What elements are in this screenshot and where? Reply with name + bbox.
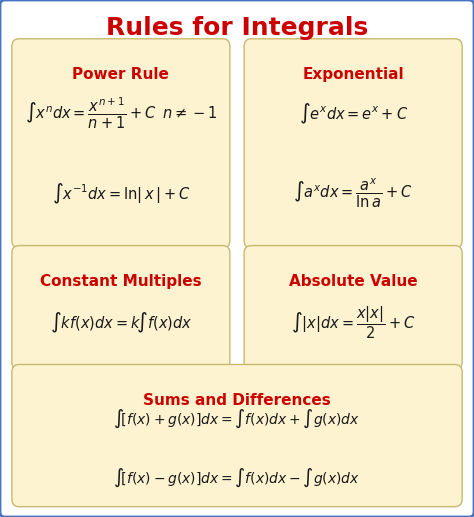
Text: $\int |x|dx = \dfrac{x|x|}{2}+C$: $\int |x|dx = \dfrac{x|x|}{2}+C$ bbox=[291, 305, 415, 341]
FancyBboxPatch shape bbox=[12, 39, 230, 248]
Text: Constant Multiples: Constant Multiples bbox=[40, 274, 201, 290]
FancyBboxPatch shape bbox=[12, 246, 230, 370]
Text: $\int\!\left[f(x)+g(x)\right]dx = \int f(x)dx+\int g(x)dx$: $\int\!\left[f(x)+g(x)\right]dx = \int f… bbox=[113, 407, 361, 430]
Text: Sums and Differences: Sums and Differences bbox=[143, 393, 331, 408]
Text: Rules for Integrals: Rules for Integrals bbox=[106, 17, 368, 40]
FancyBboxPatch shape bbox=[244, 246, 462, 370]
FancyBboxPatch shape bbox=[244, 39, 462, 248]
Text: $\int kf(x)dx = k\!\int f(x)dx$: $\int kf(x)dx = k\!\int f(x)dx$ bbox=[50, 311, 192, 335]
Text: $\int x^{-1}dx = \ln|\,x\,|+C$: $\int x^{-1}dx = \ln|\,x\,|+C$ bbox=[52, 182, 190, 206]
Text: $\int e^{x}dx = e^{x}+C$: $\int e^{x}dx = e^{x}+C$ bbox=[299, 102, 408, 126]
Text: Absolute Value: Absolute Value bbox=[289, 274, 418, 290]
Text: Exponential: Exponential bbox=[302, 67, 404, 83]
Text: $\int\!\left[f(x)-g(x)\right]dx = \int f(x)dx-\int g(x)dx$: $\int\!\left[f(x)-g(x)\right]dx = \int f… bbox=[113, 467, 361, 490]
Text: $\int a^{x}dx = \dfrac{a^{x}}{\ln a}+C$: $\int a^{x}dx = \dfrac{a^{x}}{\ln a}+C$ bbox=[293, 177, 413, 210]
FancyBboxPatch shape bbox=[12, 364, 462, 507]
Text: $\int x^{n}dx = \dfrac{x^{n+1}}{n+1}+C\;\; n\neq -1$: $\int x^{n}dx = \dfrac{x^{n+1}}{n+1}+C\;… bbox=[25, 96, 217, 131]
Text: Power Rule: Power Rule bbox=[73, 67, 169, 83]
